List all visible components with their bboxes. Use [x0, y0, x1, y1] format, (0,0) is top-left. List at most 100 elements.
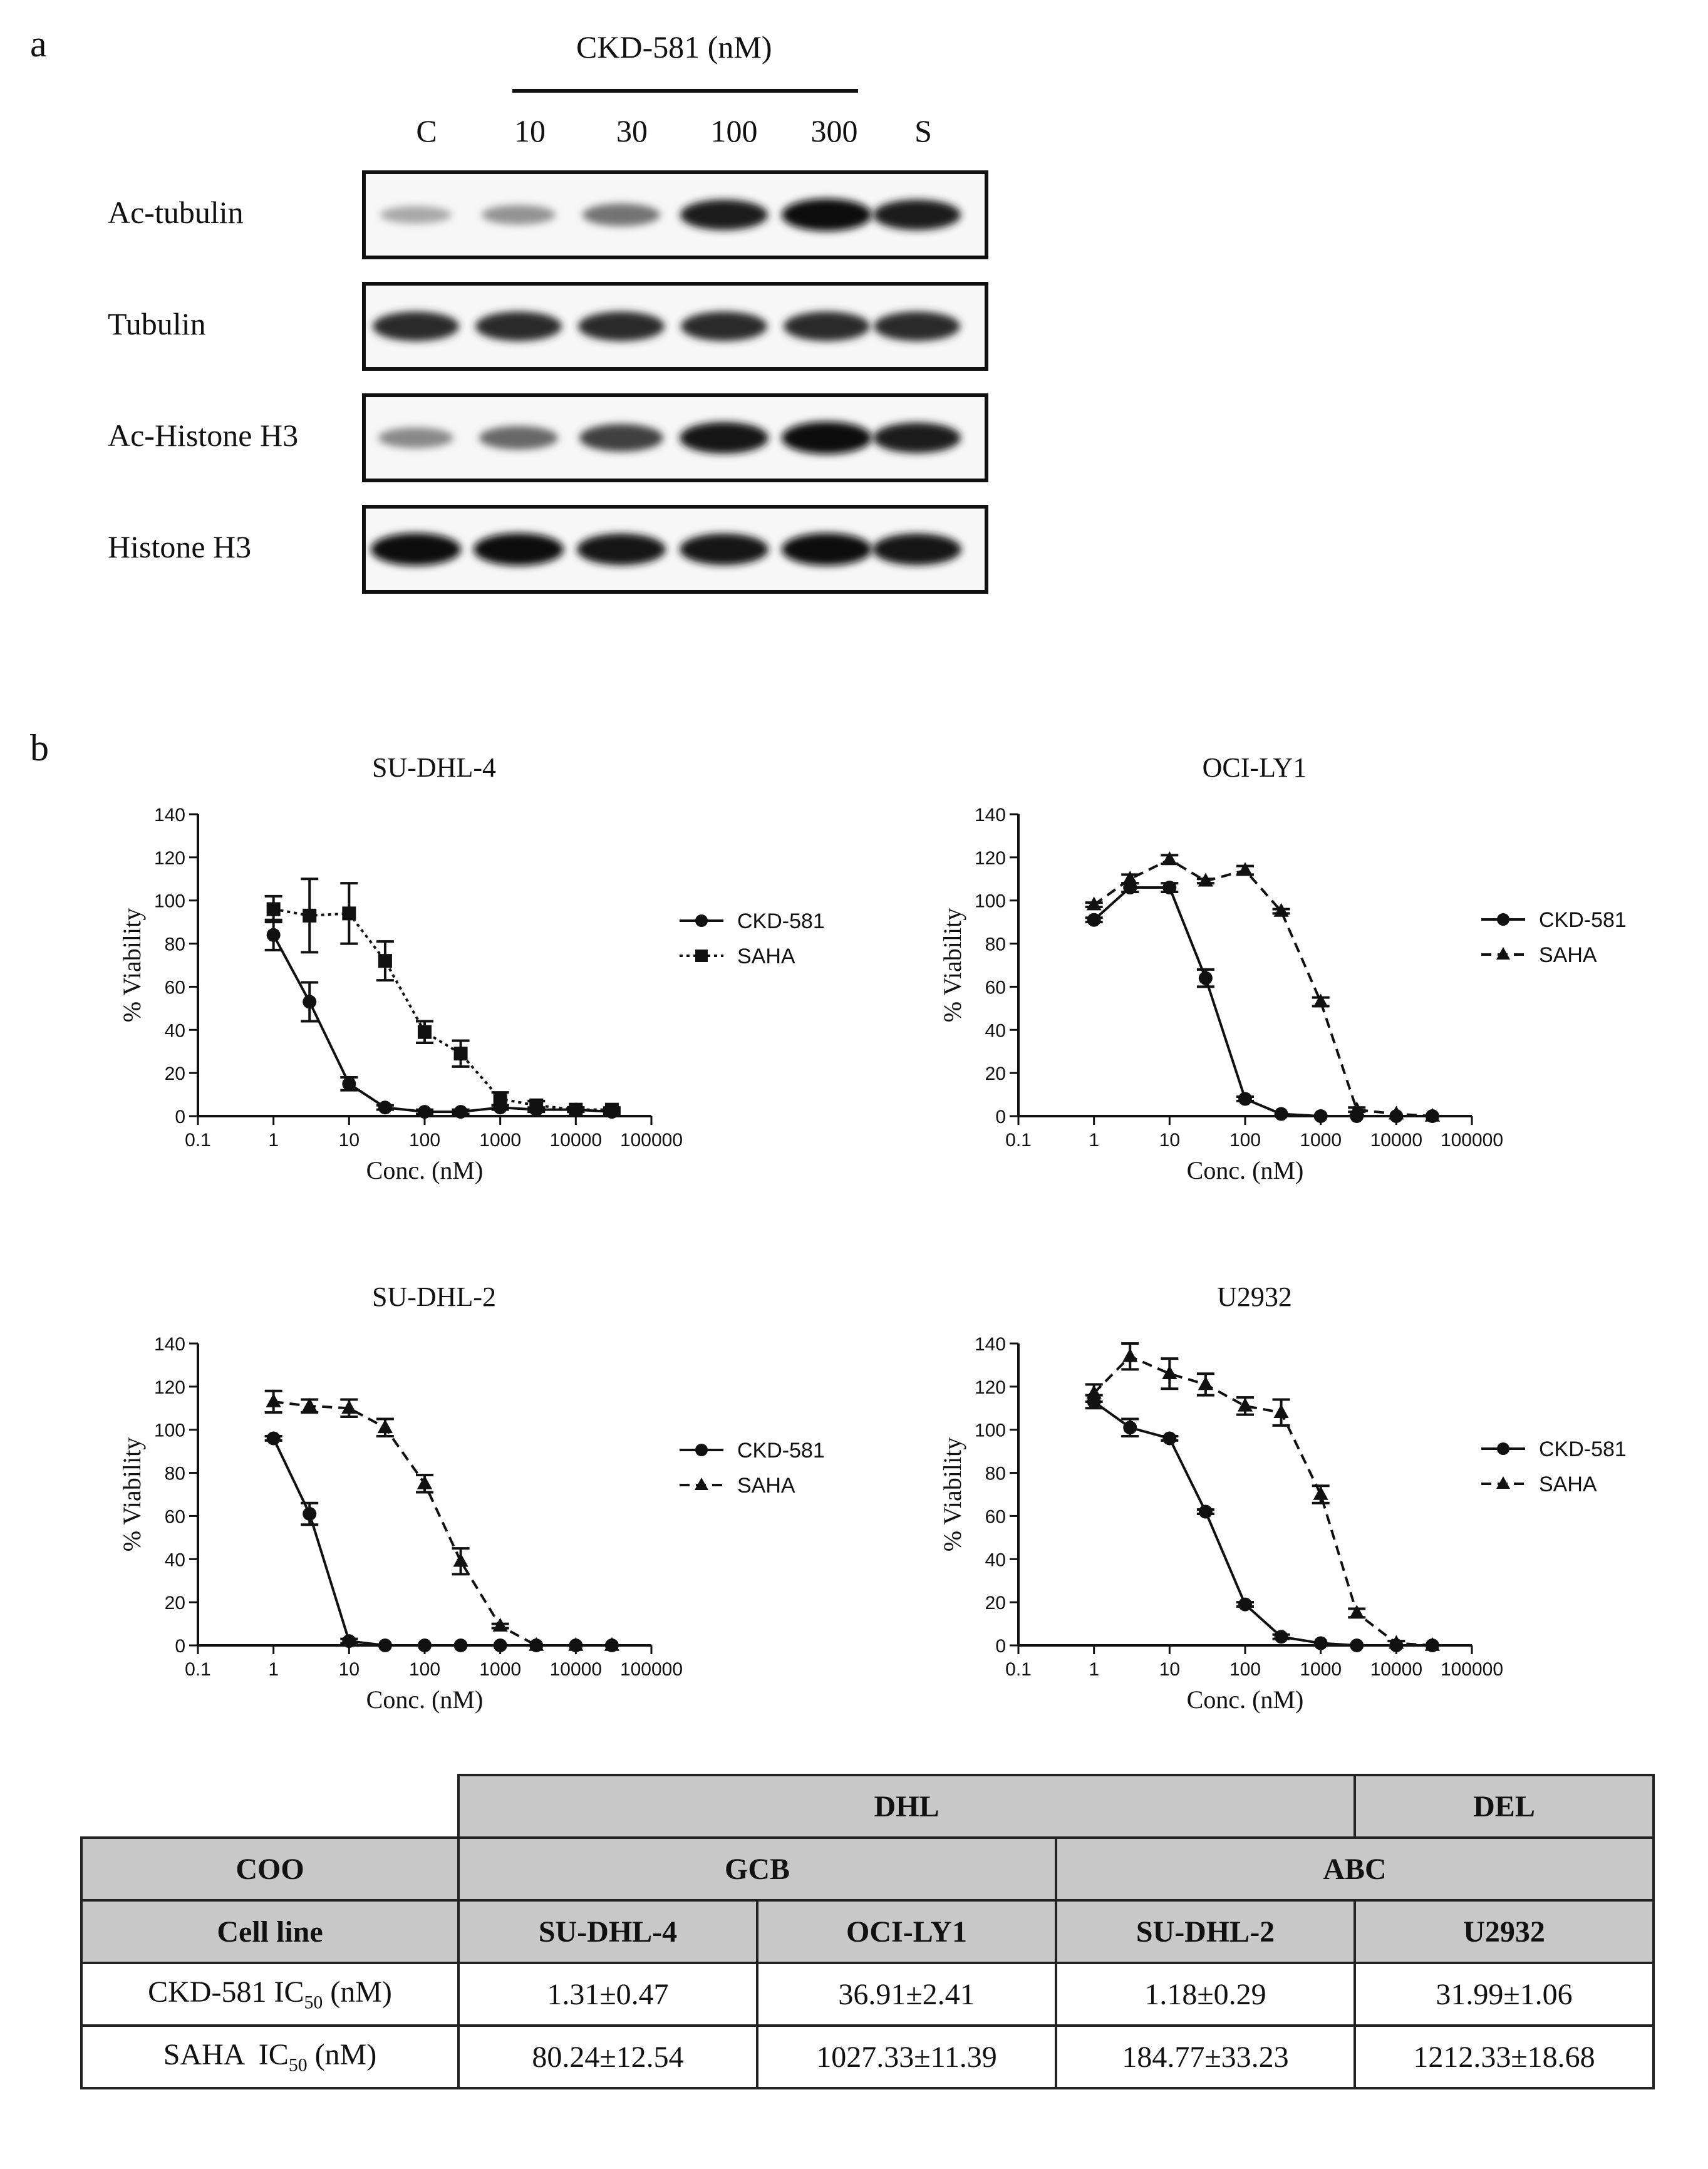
x-tick-label: 100	[1229, 1130, 1261, 1151]
blot-band	[373, 311, 459, 341]
lane-label: 30	[616, 113, 648, 148]
data-point	[1087, 913, 1101, 927]
x-tick-label: 100	[1229, 1659, 1261, 1680]
data-point	[1349, 1101, 1365, 1116]
table-cell: 36.91±2.41	[756, 1962, 1057, 2027]
data-point	[529, 1098, 544, 1112]
data-point	[418, 1105, 432, 1119]
data-point	[342, 1077, 356, 1091]
y-tick-label: 100	[975, 1421, 1006, 1441]
data-point	[377, 1419, 393, 1434]
data-point	[378, 954, 392, 968]
data-point	[1086, 1384, 1102, 1399]
y-tick-label: 60	[985, 1506, 1006, 1527]
blot-band	[680, 422, 769, 454]
data-point	[1238, 1092, 1252, 1106]
panel-b-label: b	[30, 727, 49, 769]
data-point	[266, 1431, 281, 1446]
x-tick-label: 1000	[479, 1130, 521, 1151]
data-point	[418, 1025, 432, 1039]
group-header-del: DEL	[1353, 1774, 1655, 1839]
blot-band	[874, 311, 960, 341]
blot-band	[873, 422, 961, 453]
y-axis-label: % Viability	[118, 908, 146, 1022]
data-point	[453, 1553, 468, 1567]
blot-band	[872, 533, 961, 566]
blot-label-ac-histone-h3: Ac-Histone H3	[108, 418, 299, 453]
data-point	[492, 1617, 508, 1632]
x-tick-label: 10	[1159, 1130, 1180, 1151]
row-label-text: CKD-581 IC	[148, 1975, 304, 2009]
blot-band	[482, 205, 556, 225]
blot-label-tubulin: Tubulin	[108, 306, 206, 341]
blot-band	[475, 311, 562, 341]
y-tick-label: 0	[995, 1107, 1006, 1127]
cell-line-header: SU-DHL-4	[457, 1899, 758, 1964]
y-tick-label: 120	[154, 1377, 185, 1398]
lane-label: 300	[810, 113, 858, 148]
y-tick-label: 40	[985, 1020, 1006, 1041]
data-point	[1238, 1597, 1252, 1612]
cell-line-header: OCI-LY1	[756, 1899, 1057, 1964]
y-tick-label: 140	[154, 1334, 185, 1355]
x-tick-label: 1	[1089, 1130, 1099, 1151]
x-tick-label: 10	[339, 1130, 360, 1151]
legend-label: CKD-581	[1539, 1437, 1627, 1461]
table-row-ckd581: CKD-581 IC50 (nM) 1.31±0.47 36.91±2.41 1…	[80, 1962, 1655, 2027]
data-point	[1162, 851, 1177, 866]
data-point	[1162, 1365, 1177, 1379]
x-tick-label: 0.1	[1005, 1130, 1032, 1151]
x-tick-label: 10000	[1370, 1130, 1422, 1151]
viability-plot-su-dhl-4: SU-DHL-4 0 20 40 60 80 100 120 140 0.1 1 10 100 1000 1…	[118, 752, 825, 1184]
table-row-cell-line: Cell line SU-DHL-4 OCI-LY1 SU-DHL-2 U293…	[80, 1899, 1655, 1964]
lane-label: C	[416, 113, 437, 148]
coo-abc: ABC	[1055, 1836, 1655, 1902]
data-point	[1424, 1637, 1441, 1651]
data-point	[1313, 993, 1328, 1008]
data-point	[1273, 1404, 1289, 1418]
data-point	[1313, 1486, 1328, 1500]
series-line	[272, 934, 613, 1114]
table-cell: 184.77±33.23	[1055, 2024, 1356, 2089]
y-tick-label: 0	[175, 1107, 185, 1127]
data-point	[1122, 871, 1138, 885]
blot-label-ac-tubulin: Ac-tubulin	[108, 195, 244, 230]
blot-label-histone-h3: Histone H3	[108, 529, 252, 564]
x-axis-label: Conc. (nM)	[1187, 1156, 1304, 1184]
x-tick-label: 100000	[1441, 1659, 1503, 1680]
legend-marker	[695, 1444, 708, 1456]
blot-band	[782, 199, 872, 231]
y-tick-label: 100	[154, 891, 185, 912]
row-label-ckd581-ic50: CKD-581 IC50 (nM)	[80, 1962, 460, 2027]
x-tick-label: 100000	[1441, 1130, 1503, 1151]
y-tick-label: 80	[985, 1464, 1006, 1484]
data-point	[1274, 1630, 1288, 1644]
data-point	[1273, 903, 1289, 917]
blot-histone-h3	[362, 505, 988, 594]
y-axis-label: % Viability	[938, 908, 966, 1022]
y-axis-label: % Viability	[118, 1437, 146, 1551]
blot-band	[784, 311, 870, 341]
series-line	[1093, 886, 1432, 1117]
row-label-sub: 50	[288, 2054, 308, 2076]
series-line	[1093, 858, 1433, 1117]
data-point	[303, 908, 317, 923]
data-point	[341, 1400, 357, 1414]
data-point	[493, 1638, 507, 1652]
ic50-table: DHL DEL COO GCB ABC Cell line SU-DHL-4 O…	[80, 1774, 1655, 2089]
y-tick-label: 140	[975, 805, 1006, 826]
legend-label: SAHA	[1539, 943, 1597, 967]
legend-marker	[1497, 1442, 1509, 1455]
table-cell: 31.99±1.06	[1353, 1962, 1655, 2027]
x-tick-label: 10	[1159, 1659, 1180, 1680]
data-point	[417, 1475, 433, 1489]
legend-marker	[1496, 1476, 1510, 1489]
data-point	[1162, 1431, 1177, 1446]
cell-line-header: U2932	[1353, 1899, 1655, 1964]
table-cell: 1027.33±11.39	[756, 2024, 1057, 2089]
y-tick-label: 100	[975, 891, 1006, 912]
chart-title: SU-DHL-2	[372, 1281, 496, 1312]
data-point	[266, 902, 281, 916]
data-point	[453, 1638, 468, 1652]
